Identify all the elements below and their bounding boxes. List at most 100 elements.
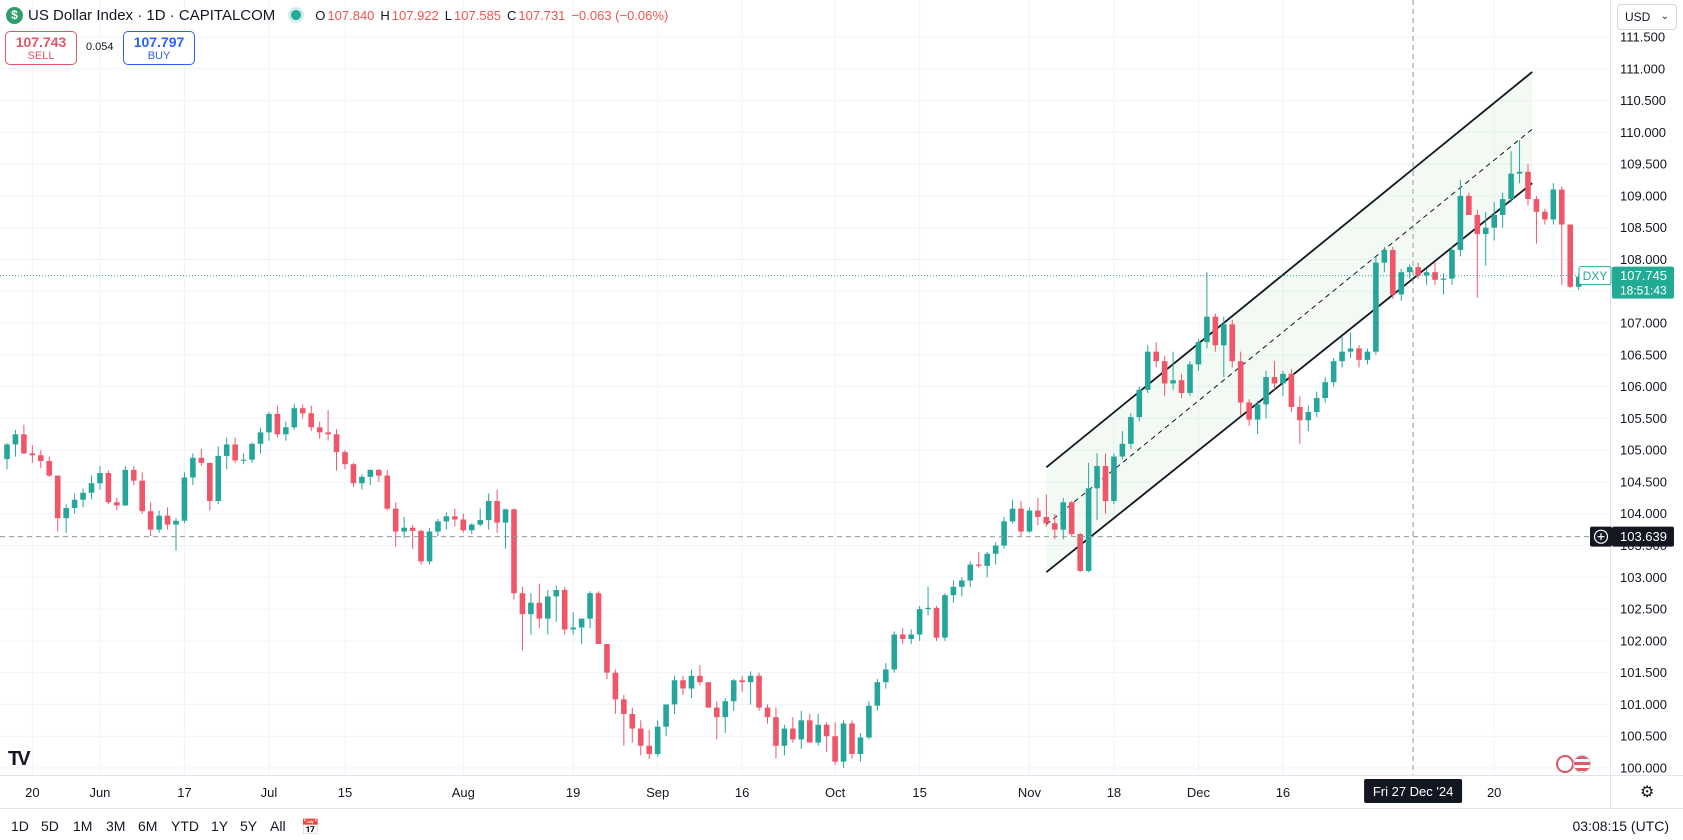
candle-body [376,469,382,476]
candle-body [680,680,686,689]
candle [63,504,69,533]
utc-clock[interactable]: 03:08:15 (UTC) [1572,818,1669,834]
range-1d[interactable]: 1D [11,818,29,834]
tradingview-logo[interactable]: TV [8,748,30,770]
candle [511,508,517,600]
candle [1525,164,1531,206]
candle [680,675,686,695]
candle-body [97,473,103,484]
candle-body [1373,262,1379,352]
x-tick-label: 16 [1276,785,1290,800]
candle-body [1246,402,1252,420]
y-tick-label: 105.000 [1620,443,1667,458]
candle-body [950,586,957,596]
candle [806,713,813,743]
candle-body [688,675,695,689]
range-6m[interactable]: 6M [138,818,158,834]
candle [1322,377,1328,403]
range-ytd[interactable]: YTD [171,818,199,834]
candle [333,429,340,471]
candle [714,701,720,740]
crosshair-date-text: Fri 27 Dec '24 [1373,784,1454,799]
candle [1271,361,1278,390]
candle-body [1161,361,1168,384]
candle [29,445,36,463]
candle [933,605,940,641]
calendar-range-icon[interactable]: 📅 [301,819,320,836]
y-tick-label: 108.000 [1620,252,1667,267]
sell-button[interactable]: 107.743 SELL [5,31,77,65]
candle [359,474,365,490]
channel-middle-line[interactable] [1046,128,1533,525]
y-tick-label: 107.000 [1620,316,1667,331]
candle-body [1305,412,1312,421]
candle [866,701,872,740]
symbol-tag-box [1578,266,1612,286]
candle-body [1153,351,1159,362]
candle-body [283,427,289,435]
crosshair-price-tag[interactable]: 103.639 [1590,526,1674,547]
candle [1035,497,1041,526]
candle [798,710,805,749]
candle-body [714,707,720,718]
candle [130,466,137,486]
candle-body [942,595,948,638]
candle-body [984,553,990,566]
candle-body [933,607,940,638]
channel-upper-line[interactable] [1045,71,1533,469]
candle [1406,264,1413,279]
candle-body [1280,373,1286,384]
range-1m[interactable]: 1M [73,818,93,834]
candle [232,437,238,463]
candle [477,508,483,527]
candle-body [367,469,374,477]
candle-body [139,480,145,512]
candle [342,450,348,470]
range-all[interactable]: All [270,818,286,834]
candle-body [1170,380,1176,384]
x-tick-label: Dec [1187,785,1211,800]
candle-body [325,432,331,435]
candle [1178,373,1185,399]
candle [1009,499,1016,524]
candle-body [274,413,281,435]
x-tick-label: 15 [338,785,352,800]
currency-select[interactable]: USD ⌄ [1617,4,1677,30]
candle-body [1542,211,1548,220]
candle-body [114,502,120,506]
range-5d[interactable]: 5D [41,818,59,834]
y-tick-label: 103.000 [1620,570,1667,585]
candle-body [866,705,872,738]
candle-body [443,516,450,522]
candle [1559,186,1565,285]
buy-button[interactable]: 107.797 BUY [123,31,195,65]
candle-body [857,737,864,755]
channel-fill [1046,71,1533,573]
x-tick-label: Nov [1018,785,1042,800]
flash-icon[interactable] [1556,755,1574,773]
candle [316,421,323,439]
candle-body [460,519,467,531]
candle-body [477,520,483,525]
range-3m[interactable]: 3M [106,818,126,834]
candle-body [1144,351,1151,390]
candle [190,453,196,486]
candle-body [1356,348,1362,360]
y-tick-label: 100.500 [1620,729,1667,744]
gear-icon[interactable]: ⚙ [1640,784,1655,801]
y-tick-label: 111.500 [1620,30,1665,45]
candle [1415,262,1421,279]
candle-body [1440,278,1447,280]
candle [249,442,255,463]
candle-body [1068,502,1075,535]
symbol-title[interactable]: US Dollar Index · 1D · CAPITALCOM [28,6,276,24]
candle [215,446,222,505]
candle-body [587,593,593,619]
candle [1128,413,1134,449]
range-1y[interactable]: 1Y [211,818,229,834]
candle [950,580,957,603]
candle-body [1474,214,1481,235]
range-5y[interactable]: 5Y [240,818,258,834]
us-flag-icon[interactable] [1573,755,1592,773]
candlestick-chart[interactable]: 100.000 100.500 101.000 101.500 102.000 102.5… [0,0,1683,808]
